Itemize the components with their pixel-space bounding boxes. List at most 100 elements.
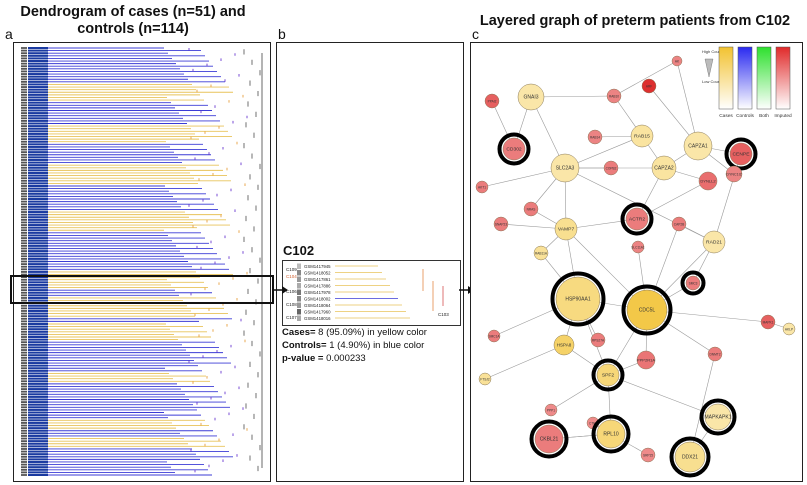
sample-bar	[297, 315, 301, 321]
leaf-tick	[28, 166, 48, 169]
leaf-tick	[28, 440, 48, 443]
leaf-tick	[28, 401, 48, 404]
leaf-tick	[28, 411, 48, 414]
leaf-tick	[28, 372, 48, 375]
legend-label-both: Both	[759, 113, 769, 119]
leaf-label-block	[21, 268, 27, 271]
leaf-label-block	[21, 211, 27, 213]
leaf-tick	[28, 221, 48, 224]
sample-label: GSM1418002	[304, 297, 331, 302]
node-label: C103	[438, 312, 449, 317]
leaf-tick	[28, 289, 48, 292]
leaf-label-block	[21, 445, 27, 448]
leaf-label-block	[21, 307, 27, 310]
legend-high-count: High Count	[702, 49, 723, 54]
leaf-label-block	[21, 237, 27, 239]
node-label: HSP90AA1	[565, 297, 591, 303]
leaf-tick	[28, 151, 48, 154]
leaf-label-block	[21, 297, 27, 299]
leaf-tick	[28, 255, 48, 258]
leaf-label-block	[21, 435, 27, 437]
leaf-tick	[28, 434, 48, 437]
leaf-label-block	[21, 179, 27, 182]
leaf-tick	[28, 414, 48, 417]
legend-low-count: Low Count	[702, 79, 722, 84]
leaf-tick	[28, 416, 48, 419]
leaf-label-block	[21, 325, 27, 328]
sample-bar	[297, 270, 301, 276]
leaf-tick	[28, 432, 48, 435]
leaf-tick	[28, 260, 48, 263]
leaf-tick	[28, 164, 48, 167]
leaf-tick	[28, 278, 48, 281]
leaf-tick	[28, 239, 48, 242]
node-label: PPP1	[547, 409, 555, 413]
leaf-label-block	[21, 49, 27, 52]
leaf-tick	[28, 307, 48, 310]
leaf-label-block	[21, 419, 27, 422]
leaf-tick	[28, 283, 48, 286]
panel-a-title: Dendrogram of cases (n=51) and controls …	[20, 4, 246, 37]
leaf-tick	[28, 380, 48, 383]
leaf-tick	[28, 447, 48, 450]
leaf-tick	[28, 70, 48, 73]
leaf-label-block	[21, 159, 27, 161]
leaf-tick	[28, 198, 48, 201]
leaf-tick	[28, 237, 48, 240]
graph-edge	[484, 344, 565, 380]
leaf-tick	[28, 101, 48, 104]
leaf-label-block	[21, 461, 27, 463]
leaf-label-block	[21, 73, 27, 75]
panel-c-graph: AK GNAI3 RAB10 ARF PPAI2 RAB14 RAB15 CAPZA1 CD30…	[470, 42, 803, 482]
leaf-label-block	[21, 346, 27, 349]
graph-node	[702, 230, 726, 254]
leaf-tick	[28, 148, 48, 151]
node-ring	[724, 137, 758, 171]
graph-node	[683, 131, 713, 161]
leaf-tick	[28, 67, 48, 70]
leaf-label-block	[21, 390, 27, 393]
graph-node	[487, 329, 501, 343]
leaf-label-block	[21, 182, 27, 185]
leaf-tick	[28, 158, 48, 161]
node-ring	[497, 132, 531, 166]
leaf-label-block	[21, 140, 27, 143]
leaf-label-block	[21, 104, 27, 107]
node-label: CAP2B	[674, 223, 684, 227]
leaf-tick	[28, 200, 48, 203]
leaf-tick	[28, 205, 48, 208]
graph-node	[517, 83, 545, 111]
leaf-label-block	[21, 364, 27, 367]
leaf-tick	[28, 325, 48, 328]
leaf-tick	[28, 421, 48, 424]
legend-swatch-both	[756, 46, 772, 110]
leaf-tick	[28, 190, 48, 193]
sample-bar	[297, 263, 301, 269]
sample-bar	[297, 296, 301, 302]
leaf-tick	[28, 52, 48, 55]
leaf-label-block	[21, 216, 27, 219]
node-label: GNAI3	[523, 95, 538, 101]
leaf-label-block	[21, 195, 27, 198]
leaf-label-block	[21, 127, 27, 130]
graph-node	[626, 289, 668, 331]
leaf-label-block	[21, 231, 27, 234]
leaf-tick	[28, 294, 48, 297]
leaf-tick	[28, 460, 48, 463]
leaf-tick	[28, 65, 48, 68]
leaf-tick	[28, 375, 48, 378]
leaf-tick	[28, 346, 48, 349]
leaf-tick	[28, 211, 48, 214]
leaf-tick	[28, 395, 48, 398]
leaf-label-block	[21, 200, 27, 203]
leaf-tick	[28, 138, 48, 141]
leaf-tick	[28, 468, 48, 471]
leaf-label-block	[21, 471, 27, 474]
node-label: RPL10	[603, 432, 619, 438]
panel-c-label: c	[472, 26, 479, 42]
leaf-tick	[28, 268, 48, 271]
leaf-tick	[28, 80, 48, 83]
leaf-tick	[28, 463, 48, 466]
graph-node	[685, 275, 701, 291]
sample-bar	[297, 276, 301, 282]
